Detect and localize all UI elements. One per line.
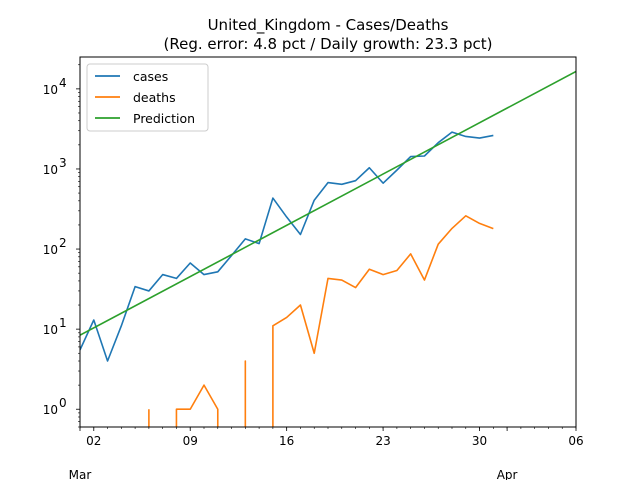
y-tick-label: 10	[43, 83, 58, 97]
legend: cases deaths Prediction	[86, 63, 209, 132]
y-tick-label: 10	[43, 163, 58, 177]
legend-box	[86, 63, 209, 132]
legend-label-prediction: Prediction	[133, 111, 195, 126]
y-tick-label: 10	[43, 243, 58, 257]
series-line-deaths-3	[272, 215, 494, 427]
chart-subtitle: (Reg. error: 4.8 pct / Daily growth: 23.…	[163, 35, 492, 53]
series-line-deaths-1	[175, 384, 219, 427]
legend-label-deaths: deaths	[133, 90, 176, 105]
x-tick-label: 16	[279, 434, 294, 448]
y-tick-exponent: 1	[59, 316, 67, 330]
x-month-label: Mar	[69, 468, 92, 480]
y-tick-label: 10	[43, 403, 58, 417]
x-tick-label: 02	[86, 434, 101, 448]
y-tick-exponent: 2	[59, 236, 67, 250]
plot-area	[80, 70, 576, 427]
x-month-label: Apr	[497, 468, 518, 480]
legend-label-cases: cases	[133, 69, 168, 84]
series-line-cases	[80, 131, 494, 362]
series-line-prediction	[80, 70, 576, 336]
y-tick-exponent: 3	[59, 156, 67, 170]
x-tick-label: 09	[183, 434, 198, 448]
x-tick-label: 06	[568, 434, 583, 448]
x-tick-label: 30	[472, 434, 487, 448]
y-tick-label: 10	[43, 323, 58, 337]
chart-title: United_Kingdom - Cases/Deaths	[208, 16, 449, 35]
y-tick-exponent: 0	[59, 396, 67, 410]
x-tick-label: 23	[375, 434, 390, 448]
y-tick-exponent: 4	[59, 76, 67, 90]
